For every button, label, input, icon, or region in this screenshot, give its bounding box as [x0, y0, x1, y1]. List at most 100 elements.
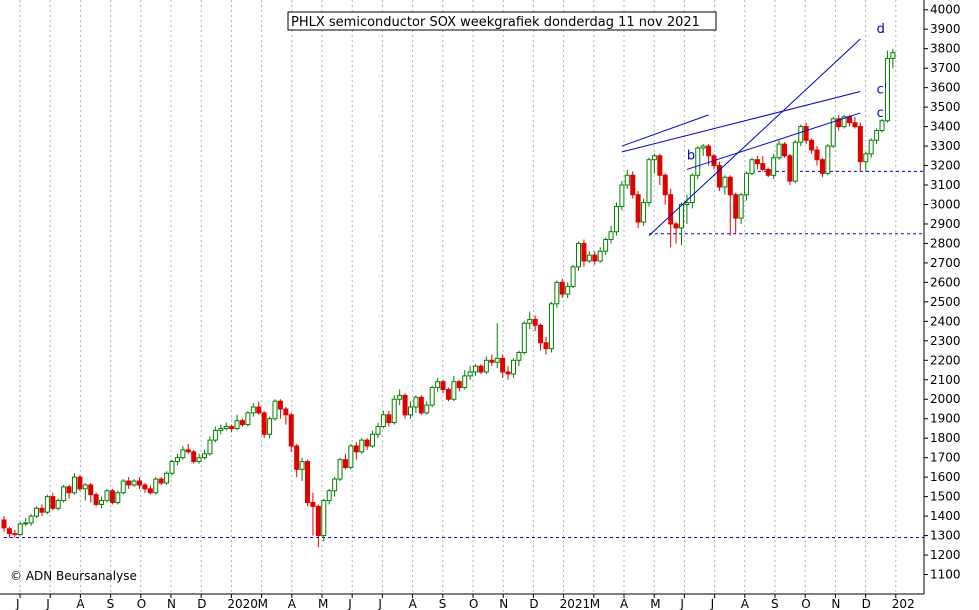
candle-body: [819, 159, 825, 174]
candle-body: [109, 490, 115, 503]
candle-body: [803, 126, 809, 141]
candle-body: [364, 439, 370, 447]
y-tick-label: 2200: [930, 353, 961, 367]
x-tick-label: D: [862, 597, 871, 610]
x-tick-label: N: [831, 597, 840, 610]
candle-body: [576, 242, 582, 268]
candle-body: [651, 155, 657, 161]
candle-body: [126, 480, 132, 486]
x-tick-label: M: [590, 597, 600, 610]
y-tick-label: 2100: [930, 373, 961, 387]
trendline: [621, 91, 861, 153]
candle-body: [429, 387, 435, 406]
candle-body: [689, 174, 695, 204]
x-tick-label: J: [377, 597, 382, 610]
candle-body: [294, 445, 300, 470]
candle-body: [494, 357, 500, 363]
y-tick-label: 4000: [930, 3, 961, 17]
candle-body: [272, 400, 278, 420]
candle-body: [245, 412, 251, 426]
candle-body: [570, 266, 576, 287]
candle-body: [857, 126, 863, 163]
y-tick-label: 3400: [930, 120, 961, 134]
candle-body: [104, 490, 110, 502]
trendline: [621, 114, 709, 147]
candle-body: [733, 194, 739, 219]
candle-body: [836, 118, 842, 128]
candle-body: [624, 174, 630, 186]
candle-body: [185, 449, 191, 453]
x-tick-label: O: [137, 597, 146, 610]
y-tick-label: 3200: [930, 159, 961, 173]
x-tick-label: M: [650, 597, 660, 610]
candle-body: [402, 394, 408, 416]
annotation-label: c': [877, 82, 888, 97]
candle-body: [879, 120, 885, 131]
candle-body: [88, 484, 94, 496]
candle-body: [830, 118, 836, 147]
candle-body: [440, 381, 446, 391]
x-tick-label: S: [771, 597, 779, 610]
candle-body: [722, 176, 728, 188]
candle-body: [256, 406, 262, 414]
y-tick-label: 3500: [930, 100, 961, 114]
y-tick-label: 1700: [930, 451, 961, 465]
candle-body: [538, 324, 544, 344]
x-tick-label: A: [76, 597, 85, 610]
candle-body: [218, 427, 224, 431]
candle-body: [874, 129, 880, 141]
y-tick-label: 1200: [930, 548, 961, 562]
candle-body: [559, 281, 565, 295]
candle-body: [169, 461, 175, 474]
candle-body: [760, 163, 766, 170]
x-tick-label: 2020: [227, 597, 258, 610]
trendline: [686, 112, 861, 170]
candle-body: [44, 496, 50, 513]
x-tick-label: A: [620, 597, 629, 610]
x-tick-label: J: [710, 597, 715, 610]
candle-body: [505, 371, 511, 375]
candle-body: [234, 420, 240, 429]
y-tick-label: 2600: [930, 275, 961, 289]
x-tick-label: J: [15, 597, 20, 610]
candle-body: [890, 52, 896, 59]
candle-body: [657, 155, 663, 176]
x-axis-ticks: J J A S O N D 2020 M A M J J A S O N D 2021 M A M J J A S O N D 202: [15, 594, 915, 610]
candle-body: [641, 202, 647, 223]
candle-body: [380, 414, 386, 428]
candle-body: [82, 484, 88, 490]
candle-body: [456, 381, 462, 389]
candle-body: [603, 239, 609, 252]
candle-body: [375, 426, 381, 435]
candle-body: [191, 451, 197, 463]
annotations: d c' c b: [687, 22, 887, 164]
candle-body: [418, 396, 424, 414]
candle-body: [202, 453, 208, 459]
candle-body: [489, 359, 495, 363]
candle-body: [267, 418, 273, 435]
candle-body: [391, 398, 397, 424]
candle-body: [93, 494, 99, 505]
candle-body: [310, 501, 316, 507]
x-tick-label: N: [499, 597, 508, 610]
candle-body: [239, 420, 245, 426]
candle-body: [581, 242, 587, 262]
y-tick-label: 2300: [930, 334, 961, 348]
annotation-label: d: [877, 22, 885, 37]
candle-body: [326, 490, 332, 502]
candle-body: [196, 457, 202, 463]
candle-body: [137, 480, 142, 486]
candle-body: [12, 533, 18, 536]
candle-body: [223, 426, 229, 429]
candle-body: [462, 375, 468, 389]
candle-body: [700, 145, 706, 149]
y-axis-ticks: 1100 1200 1300 1400 1500 1600 1700 1800 1900 2000…: [924, 3, 961, 582]
copyright-label: © ADN Beursanalyse: [10, 569, 137, 583]
candle-body: [521, 322, 527, 354]
candle-body: [516, 352, 522, 361]
x-tick-label: O: [469, 597, 478, 610]
y-tick-label: 3100: [930, 178, 961, 192]
candle-body: [668, 194, 674, 225]
y-tick-label: 3800: [930, 42, 961, 56]
